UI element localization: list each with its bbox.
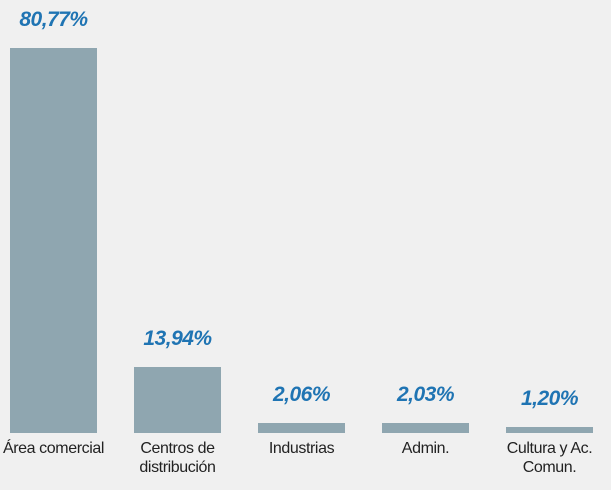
category-label: Industrias xyxy=(268,440,335,457)
category-label: Cultura y Ac. Comun. xyxy=(506,440,593,476)
bar xyxy=(134,366,221,433)
bar xyxy=(258,423,345,433)
value-label: 2,06% xyxy=(272,383,331,407)
value-label: 13,94% xyxy=(143,326,212,350)
category-label: Admin. xyxy=(401,440,450,457)
category-label: Área comercial xyxy=(2,440,105,457)
bar xyxy=(506,427,593,433)
value-label: 1,20% xyxy=(520,387,579,411)
value-label: 2,03% xyxy=(396,383,455,407)
bar xyxy=(10,48,97,433)
value-label: 80,77% xyxy=(19,8,88,31)
category-label: Centros de distribución xyxy=(139,440,216,476)
bar xyxy=(382,423,469,433)
